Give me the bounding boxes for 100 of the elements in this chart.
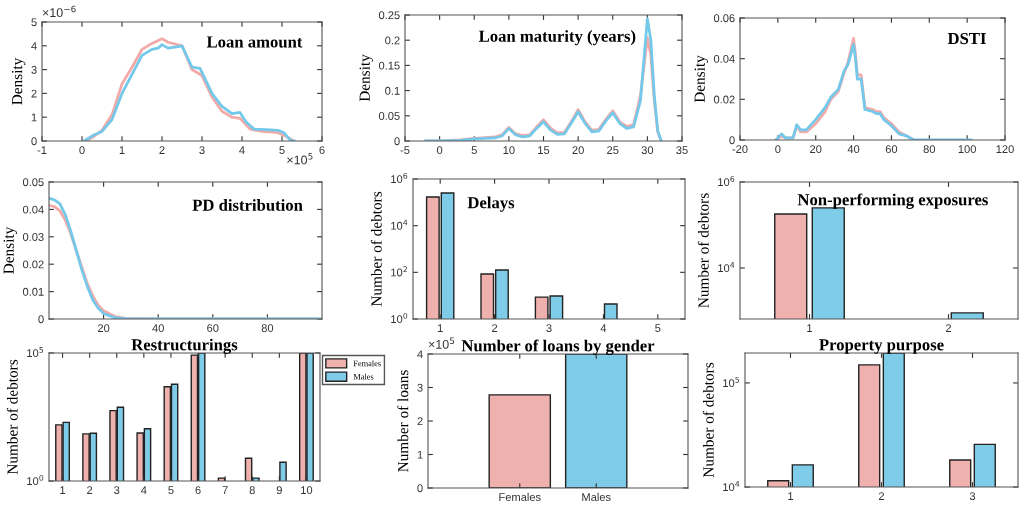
x-tick-label: 40 xyxy=(152,324,164,333)
x-tick-label: 3 xyxy=(199,146,205,155)
text: Loan maturity (years) xyxy=(478,30,636,46)
x-tick-label: 4 xyxy=(600,324,607,332)
x-tick-label: -5 xyxy=(400,146,410,155)
chart-title: Restructurings xyxy=(131,338,238,354)
y-tick-label: 0.04 xyxy=(22,205,44,214)
legend-label: Females xyxy=(353,360,381,367)
y-tick-label: 0.06 xyxy=(713,14,735,23)
text: DSTI xyxy=(947,32,986,45)
x-tick-label: 2 xyxy=(878,492,885,500)
x-tick-label: 6 xyxy=(195,486,201,495)
x-tick-label: 5 xyxy=(168,486,174,495)
y-tick-label: 0.02 xyxy=(713,95,735,104)
y-tick-label: 0 xyxy=(729,136,735,145)
y-axis-title: Density xyxy=(359,54,373,102)
y-tick-label: 10$^{4}$ xyxy=(718,262,735,273)
x-tick-label: 35 xyxy=(676,146,688,155)
y-tick-label: 0.04 xyxy=(713,54,735,63)
chart-title: Property purpose xyxy=(819,339,944,354)
x-tick-label: -1 xyxy=(37,146,47,154)
y-axis-title: Density xyxy=(694,55,708,103)
y-tick-label: 3 xyxy=(417,383,423,392)
x-tick-label: 5 xyxy=(279,146,285,155)
text: PD distribution xyxy=(192,199,303,211)
y-tick-label: 10$^{2}$ xyxy=(391,266,407,277)
x-tick-label: 100 xyxy=(958,145,976,154)
x-tick-label: 5 xyxy=(471,146,477,155)
x-tick-label: 1 xyxy=(60,486,66,494)
y-tick-label: 0.02 xyxy=(22,260,44,269)
y-axis-title: Density xyxy=(11,57,26,105)
chart-title: Number of loans by gender xyxy=(461,339,655,355)
y-tick-label: 2 xyxy=(31,89,37,98)
x-tick-label: 80 xyxy=(261,324,274,333)
x-tick-label: 1 xyxy=(788,492,794,500)
x-tick-label: 20 xyxy=(97,324,110,333)
y-tick-label: 10$^{4}$ xyxy=(391,219,408,230)
x-tick-label: 1 xyxy=(437,324,443,332)
x-tick-label: 20 xyxy=(810,145,822,154)
y-tick-label: 10$^{5}$ xyxy=(723,376,740,388)
y-tick-label: 0.15 xyxy=(378,61,400,70)
y-axis-title: Number of debtors xyxy=(697,193,709,308)
y-tick-label: 0.01 xyxy=(22,287,44,296)
x-tick-label: 8 xyxy=(249,486,255,495)
y-axis-title: Number of debtors xyxy=(370,191,382,307)
x-tick-label: -20 xyxy=(732,145,748,154)
x-tick-label: 3 xyxy=(546,324,552,333)
y-tick-label: 1 xyxy=(31,113,37,122)
y-tick-label: 3 xyxy=(31,65,37,74)
y-tick-label: 5 xyxy=(31,18,37,27)
x-tick-label: 1 xyxy=(807,324,813,332)
x-tick-label: 40 xyxy=(847,145,860,154)
x-tick-label: 2 xyxy=(87,486,93,494)
y-tick-label: 1 xyxy=(417,450,423,459)
y-tick-label: 0.05 xyxy=(378,112,400,120)
x-tick-label: 80 xyxy=(923,145,936,154)
y-tick-label: 10$^{5}$ xyxy=(27,347,44,358)
text: Loan amount xyxy=(206,36,303,48)
y-tick-label: 10$^{6}$ xyxy=(391,172,408,184)
x-tick-label: 4 xyxy=(239,146,245,154)
legend-label: Males xyxy=(353,373,374,380)
y-tick-label: 4 xyxy=(417,350,423,359)
x-tick-label: 3 xyxy=(114,486,120,495)
y-tick-label: 0 xyxy=(31,137,37,146)
text: Delays xyxy=(467,196,515,212)
text: ×10$^{5}$ xyxy=(428,337,455,349)
x-tick-label: 0 xyxy=(436,146,443,155)
y-tick-label: 10$^{0}$ xyxy=(391,312,408,324)
y-tick-label: 4 xyxy=(31,42,37,50)
x-tick-label: 60 xyxy=(885,145,898,154)
x-tick-label: 0 xyxy=(775,145,781,154)
y-tick-label: 10$^{6}$ xyxy=(718,175,735,187)
y-tick-label: 10$^{4}$ xyxy=(723,481,740,492)
x-tick-label: 2 xyxy=(492,324,498,332)
x-tick-label: 30 xyxy=(641,146,654,155)
y-tick-label: 0.1 xyxy=(385,86,400,95)
x-tick-label: 6 xyxy=(319,146,325,155)
x-tick-label: 25 xyxy=(607,146,619,155)
y-tick-label: 0.25 xyxy=(378,11,400,20)
x-tick-label: 2 xyxy=(159,146,165,154)
y-tick-label: 0 xyxy=(394,137,400,146)
y-tick-label: 0.03 xyxy=(22,233,44,241)
x-tick-label: 60 xyxy=(207,324,219,333)
x-tick-label: 9 xyxy=(276,486,282,495)
y-axis-title: Number of loans xyxy=(397,370,409,472)
y-tick-label: 0.05 xyxy=(22,178,44,187)
y-axis-title: Density xyxy=(3,226,17,274)
x-tick-label: 4 xyxy=(141,486,147,494)
x-tick-label: 15 xyxy=(538,146,550,155)
y-tick-label: 0 xyxy=(38,315,44,324)
text: ×10$^{5}$ xyxy=(287,153,313,165)
y-axis-title: Number of debtors xyxy=(702,362,714,478)
y-tick-label: 2 xyxy=(417,417,423,426)
x-tick-label: 2 xyxy=(945,324,952,332)
y-axis-title: Number of debtors xyxy=(6,359,18,475)
x-tick-label: 1 xyxy=(119,146,125,154)
x-tick-label: 120 xyxy=(996,145,1014,154)
x-tick-label: 10 xyxy=(503,146,515,155)
y-tick-label: 10$^{0}$ xyxy=(27,474,44,486)
x-tick-label: 3 xyxy=(969,492,976,501)
